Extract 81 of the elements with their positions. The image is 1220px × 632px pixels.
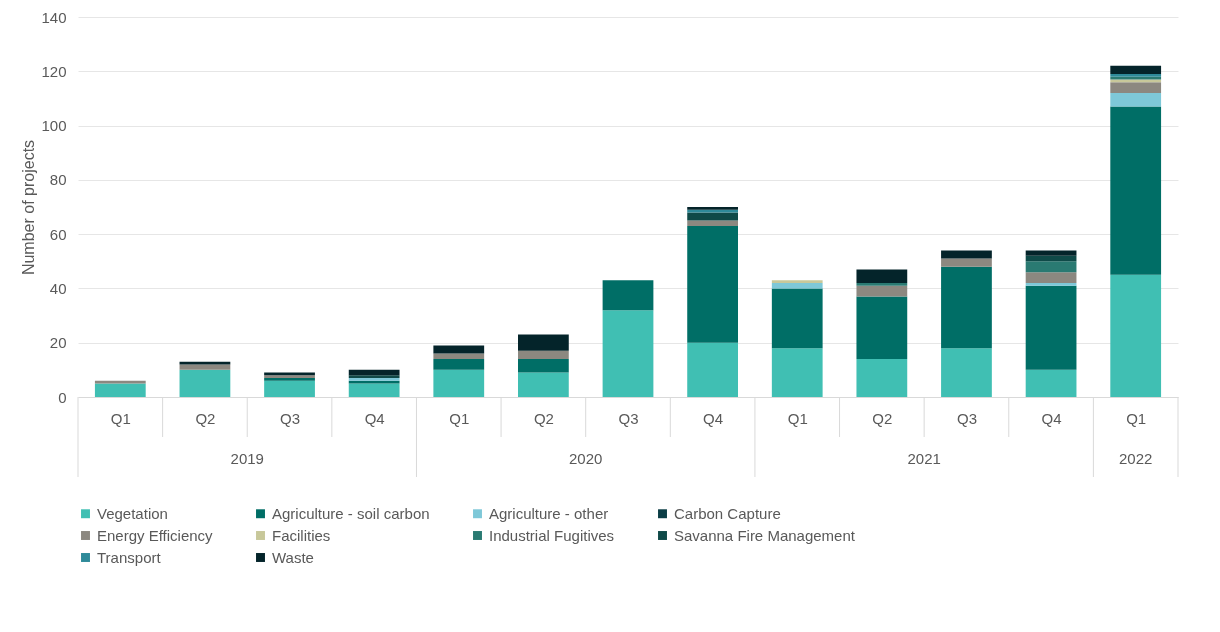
- legend-label: Vegetation: [97, 504, 168, 522]
- x-tick-label: Q1: [449, 409, 470, 427]
- legend-label: Agriculture - other: [489, 504, 609, 522]
- bar: [1025, 283, 1077, 286]
- bar: [1110, 274, 1162, 397]
- text: 2019: [230, 450, 264, 467]
- bar: [771, 348, 823, 397]
- bar: [179, 364, 231, 370]
- x-tick-label: Q3: [618, 409, 639, 427]
- x-tick-label: Q4: [1041, 409, 1062, 427]
- bar: [1110, 106, 1162, 275]
- bar: [1110, 82, 1162, 93]
- text: 2020: [569, 450, 603, 467]
- y-tick-label: 100: [41, 117, 67, 135]
- x-tick-label: Q2: [533, 409, 554, 427]
- bar: [856, 359, 908, 397]
- x-tick-label: Q2: [872, 409, 893, 427]
- bar: [941, 250, 992, 259]
- bar: [518, 334, 569, 351]
- bar: [264, 380, 315, 397]
- legend-label: Carbon Capture: [674, 504, 781, 522]
- y-tick-label: 140: [41, 8, 67, 26]
- x-tick-label: Q4: [364, 409, 385, 427]
- bar: [433, 359, 485, 370]
- bar: [1025, 255, 1077, 262]
- bar: [687, 226, 738, 343]
- bar: [602, 280, 654, 311]
- bar: [687, 212, 738, 221]
- bar: [941, 266, 992, 349]
- y-tick-label: 80: [49, 171, 67, 189]
- bar: [687, 220, 738, 226]
- bar: [941, 348, 992, 397]
- bar: [1110, 65, 1162, 74]
- bar: [771, 283, 823, 289]
- bar: [941, 258, 992, 267]
- y-axis-title: Number of projects: [20, 139, 38, 276]
- bar: [1025, 261, 1077, 273]
- bar: [687, 342, 738, 397]
- bar: [518, 359, 569, 373]
- text: 2021: [907, 450, 941, 467]
- legend-label: Industrial Fugitives: [489, 526, 615, 544]
- x-tick-label: Q3: [280, 409, 301, 427]
- bar: [518, 350, 569, 359]
- bar: [856, 285, 908, 297]
- bar: [856, 296, 908, 359]
- x-tick-label: Q3: [956, 409, 977, 427]
- bar: [348, 383, 400, 397]
- legend-label: Waste: [272, 548, 314, 566]
- bar: [179, 369, 231, 397]
- bar: [1025, 285, 1077, 370]
- bar: [1025, 250, 1077, 256]
- bar: [433, 353, 485, 359]
- x-tick-label: Q1: [110, 409, 131, 427]
- bar: [771, 280, 823, 283]
- bar: [94, 383, 146, 397]
- x-tick-label: Q2: [195, 409, 216, 427]
- legend-label: Transport: [97, 548, 162, 566]
- bar: [433, 345, 485, 354]
- legend-label: Agriculture - soil carbon: [272, 504, 430, 522]
- legend-label: Facilities: [272, 526, 331, 544]
- bar: [602, 310, 654, 397]
- x-tick-label: Q1: [1126, 409, 1147, 427]
- y-tick-label: 0: [58, 388, 67, 406]
- legend-label: Energy Efficiency: [97, 526, 214, 544]
- legend-label: Savanna Fire Management: [674, 526, 856, 544]
- bar: [856, 283, 908, 286]
- x-tick-label: Q1: [787, 409, 808, 427]
- bar: [1025, 272, 1077, 283]
- y-tick-label: 120: [41, 62, 67, 80]
- text: 2022: [1119, 450, 1153, 467]
- y-tick-label: 40: [49, 279, 67, 297]
- x-tick-label: Q4: [703, 409, 724, 427]
- bar: [1110, 93, 1162, 107]
- bar: [518, 372, 569, 397]
- bar: [348, 369, 400, 376]
- bar: [1025, 369, 1077, 397]
- bar: [856, 269, 908, 283]
- y-tick-label: 20: [49, 334, 67, 352]
- y-tick-label: 60: [49, 225, 67, 243]
- bar: [433, 369, 485, 397]
- bar: [771, 288, 823, 349]
